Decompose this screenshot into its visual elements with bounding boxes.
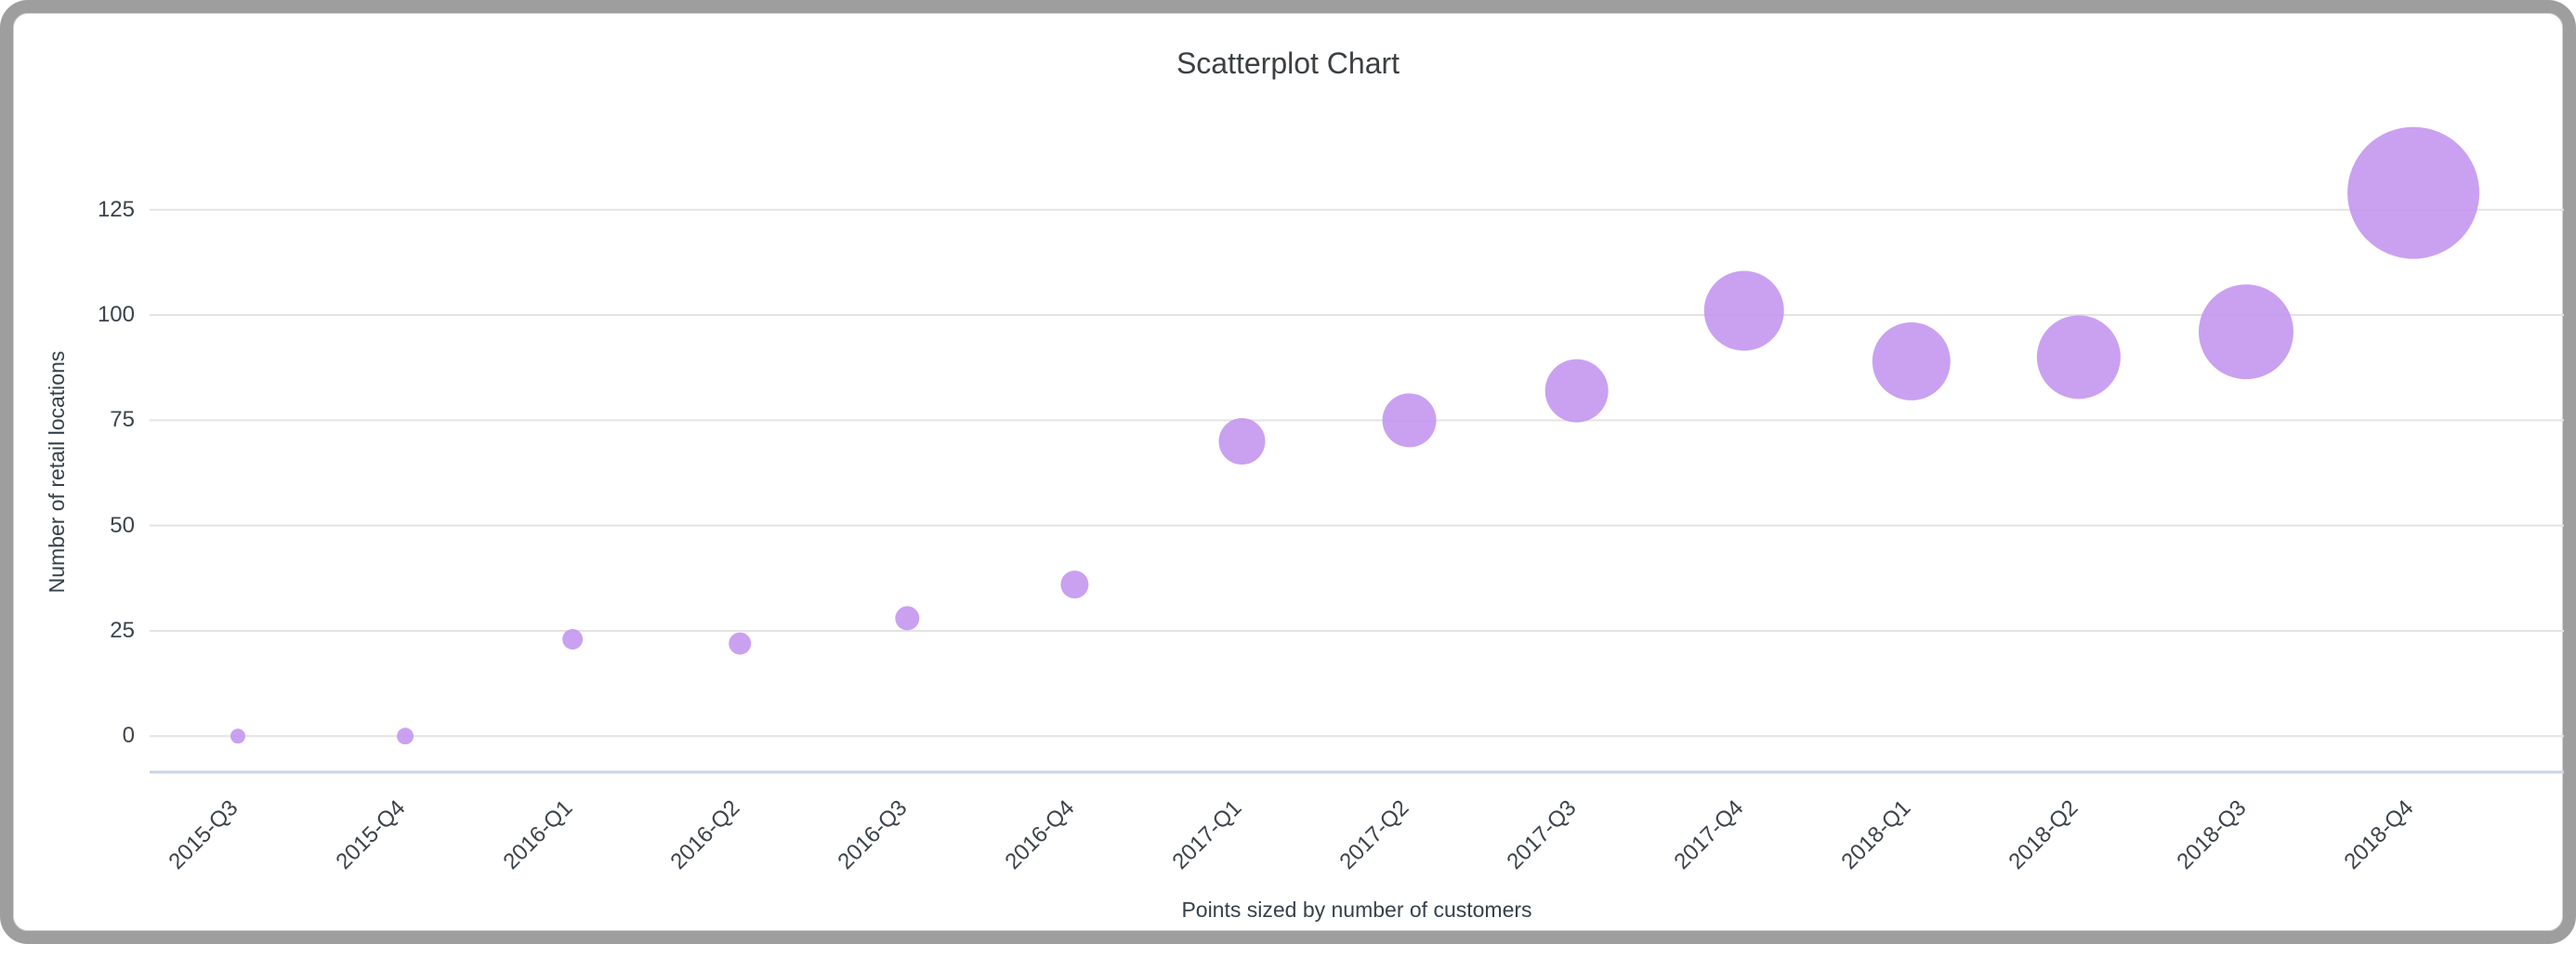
data-point[interactable]	[230, 728, 245, 744]
chart-title: Scatterplot Chart	[1176, 46, 1400, 80]
data-point[interactable]	[1872, 321, 1951, 400]
y-tick-label: 125	[97, 196, 135, 222]
data-point[interactable]	[1544, 359, 1609, 423]
y-tick-label: 75	[110, 407, 135, 433]
y-tick-label: 0	[122, 723, 135, 749]
plot-area	[150, 126, 2564, 774]
data-point[interactable]	[1060, 570, 1089, 599]
data-point[interactable]	[397, 728, 414, 745]
gridlines	[150, 208, 2564, 738]
data-point[interactable]	[1703, 270, 1784, 351]
y-tick-label: 50	[110, 512, 135, 538]
data-point[interactable]	[729, 632, 752, 655]
data-point[interactable]	[2198, 284, 2293, 380]
data-point[interactable]	[1218, 418, 1266, 465]
y-tick-label: 100	[97, 302, 135, 328]
data-point[interactable]	[895, 606, 920, 631]
bubble-series	[230, 126, 2480, 745]
data-point[interactable]	[2036, 315, 2121, 400]
y-tick-label: 25	[110, 617, 135, 643]
data-point[interactable]	[562, 629, 584, 650]
x-axis-caption: Points sized by number of customers	[1181, 898, 1532, 922]
data-point[interactable]	[2347, 126, 2480, 259]
data-point[interactable]	[1382, 393, 1437, 448]
